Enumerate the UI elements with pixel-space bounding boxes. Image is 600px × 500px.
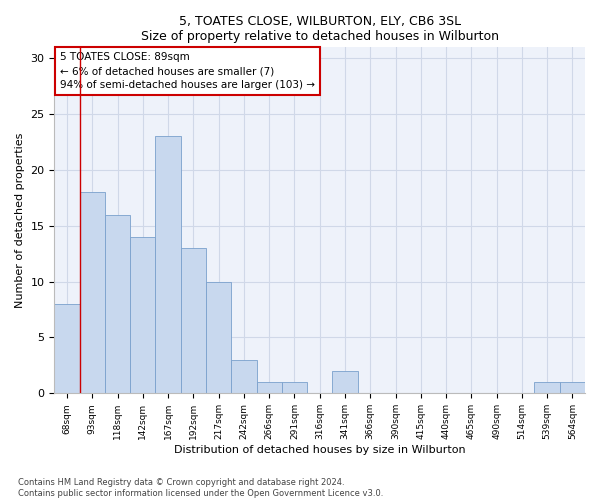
Bar [130,237,155,394]
Bar [282,382,307,394]
Bar [80,192,105,394]
Bar [560,382,585,394]
Bar [257,382,282,394]
Bar [181,248,206,394]
X-axis label: Distribution of detached houses by size in Wilburton: Distribution of detached houses by size … [174,445,466,455]
Bar [535,382,560,394]
Title: 5, TOATES CLOSE, WILBURTON, ELY, CB6 3SL
Size of property relative to detached h: 5, TOATES CLOSE, WILBURTON, ELY, CB6 3SL… [141,15,499,43]
Text: 5 TOATES CLOSE: 89sqm
← 6% of detached houses are smaller (7)
94% of semi-detach: 5 TOATES CLOSE: 89sqm ← 6% of detached h… [60,52,315,90]
Bar [206,282,231,394]
Text: Contains HM Land Registry data © Crown copyright and database right 2024.
Contai: Contains HM Land Registry data © Crown c… [18,478,383,498]
Bar [105,214,130,394]
Bar [55,304,80,394]
Bar [231,360,257,394]
Y-axis label: Number of detached properties: Number of detached properties [15,132,25,308]
Bar [332,371,358,394]
Bar [155,136,181,394]
